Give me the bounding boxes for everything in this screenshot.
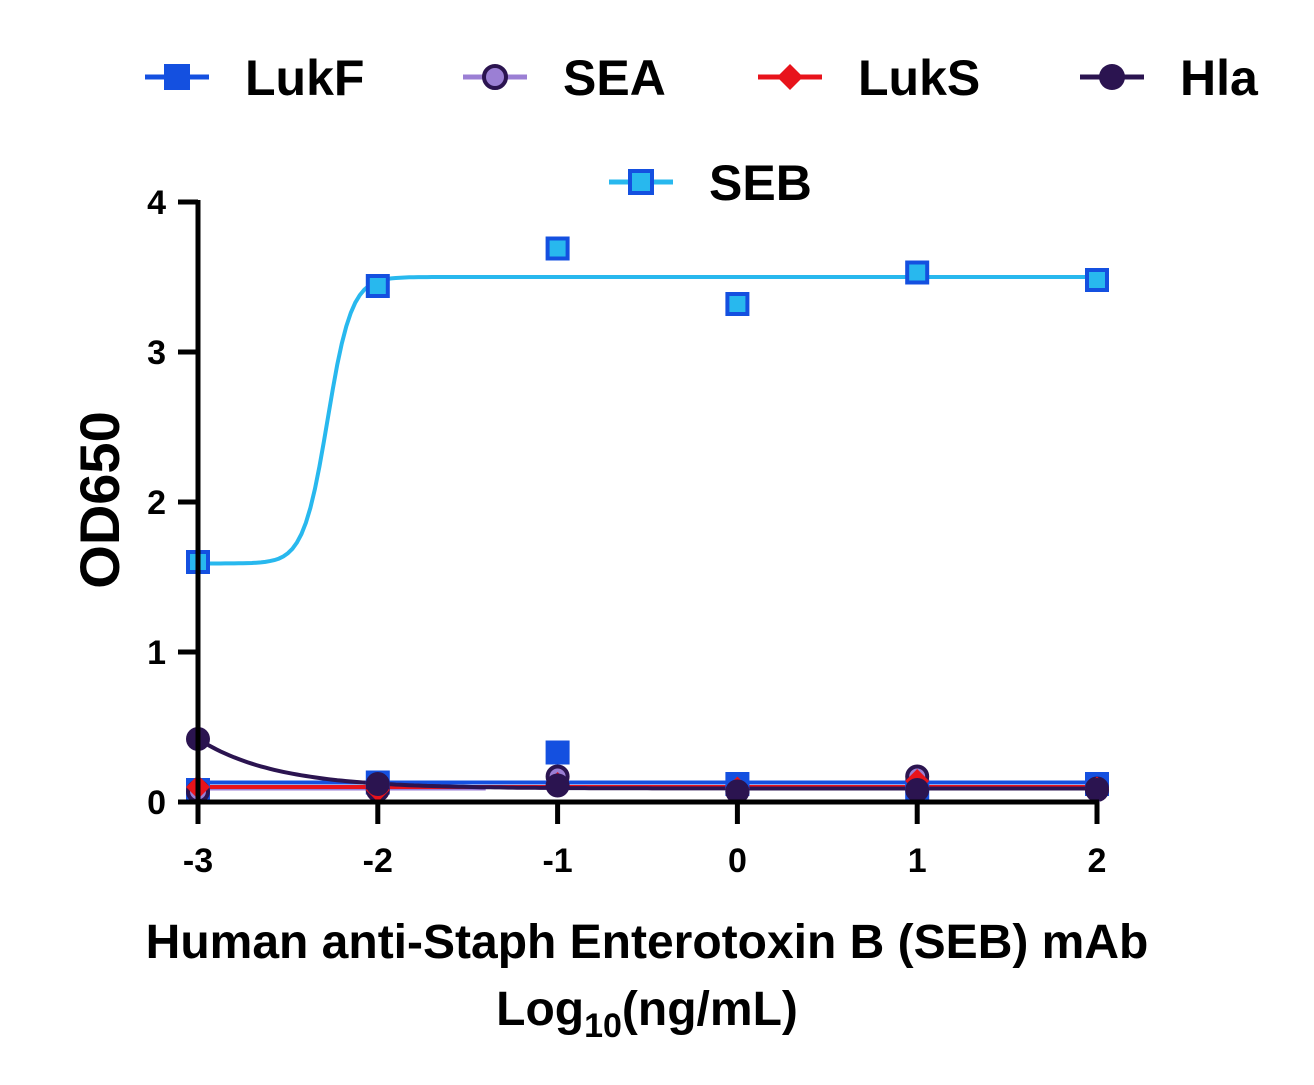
x-axis-label-line1: Human anti-Staph Enterotoxin B (SEB) mAb xyxy=(146,916,1149,969)
series-hla xyxy=(186,727,1109,804)
legend-label: SEB xyxy=(709,155,812,211)
data-points xyxy=(186,236,1109,804)
data-point-seb xyxy=(545,236,570,261)
y-tick-label: 4 xyxy=(147,184,166,222)
legend-label: Hla xyxy=(1180,50,1259,106)
legend-marker xyxy=(1099,64,1125,90)
y-tick-label: 0 xyxy=(147,784,166,822)
legend-marker xyxy=(164,64,190,90)
data-point-hla xyxy=(905,778,930,802)
fit-curve-hla xyxy=(196,737,1097,791)
legend-item-lukf: LukF xyxy=(145,50,364,106)
series-lukf xyxy=(186,740,1109,804)
data-point-lukf xyxy=(545,740,570,765)
x-tick-label: -1 xyxy=(542,842,572,880)
y-axis-label: OD650 xyxy=(68,411,131,588)
legend-item-hla: Hla xyxy=(1080,50,1259,106)
data-point-hla xyxy=(1085,778,1109,802)
data-point-hla xyxy=(545,773,570,798)
x-axis-label-sub: 10 xyxy=(584,1007,622,1045)
x-tick-label: -2 xyxy=(363,842,393,880)
y-tick-label: 2 xyxy=(147,484,166,522)
legend-item-sea: SEA xyxy=(463,50,666,106)
x-tick-label: 1 xyxy=(908,842,927,880)
legend-label: SEA xyxy=(563,50,666,106)
axes xyxy=(195,200,1099,805)
y-tick-label: 3 xyxy=(147,334,166,372)
x-tick-label: 2 xyxy=(1088,842,1107,880)
y-ticks: 0 1 2 3 4 xyxy=(147,184,198,822)
legend: LukF SEA LukS Hla SEB xyxy=(145,50,1259,211)
legend-item-luks: LukS xyxy=(758,50,980,106)
x-tick-label: -3 xyxy=(183,842,213,880)
x-axis-label-line2: Log10(ng/mL) xyxy=(496,983,798,1045)
fit-curve-seb xyxy=(198,275,1097,566)
legend-marker xyxy=(628,169,654,195)
x-axis-label-unit: (ng/mL) xyxy=(622,983,798,1036)
data-point-seb xyxy=(1085,268,1109,292)
x-ticks: -3 -2 -1 0 1 2 xyxy=(183,802,1107,880)
legend-label: LukS xyxy=(858,50,980,106)
data-point-seb xyxy=(725,292,750,316)
series-seb xyxy=(186,236,1109,574)
y-tick-label: 1 xyxy=(147,634,166,672)
legend-item-seb: SEB xyxy=(609,155,812,211)
x-axis-label-log: Log xyxy=(496,983,584,1036)
data-point-hla xyxy=(725,779,750,804)
legend-marker xyxy=(482,64,508,90)
legend-label: LukF xyxy=(245,50,364,106)
data-point-seb xyxy=(365,274,390,298)
fit-curves xyxy=(196,275,1097,791)
legend-marker xyxy=(777,64,803,90)
data-point-seb xyxy=(905,260,930,285)
x-tick-label: 0 xyxy=(728,842,747,880)
data-point-hla xyxy=(365,772,390,796)
